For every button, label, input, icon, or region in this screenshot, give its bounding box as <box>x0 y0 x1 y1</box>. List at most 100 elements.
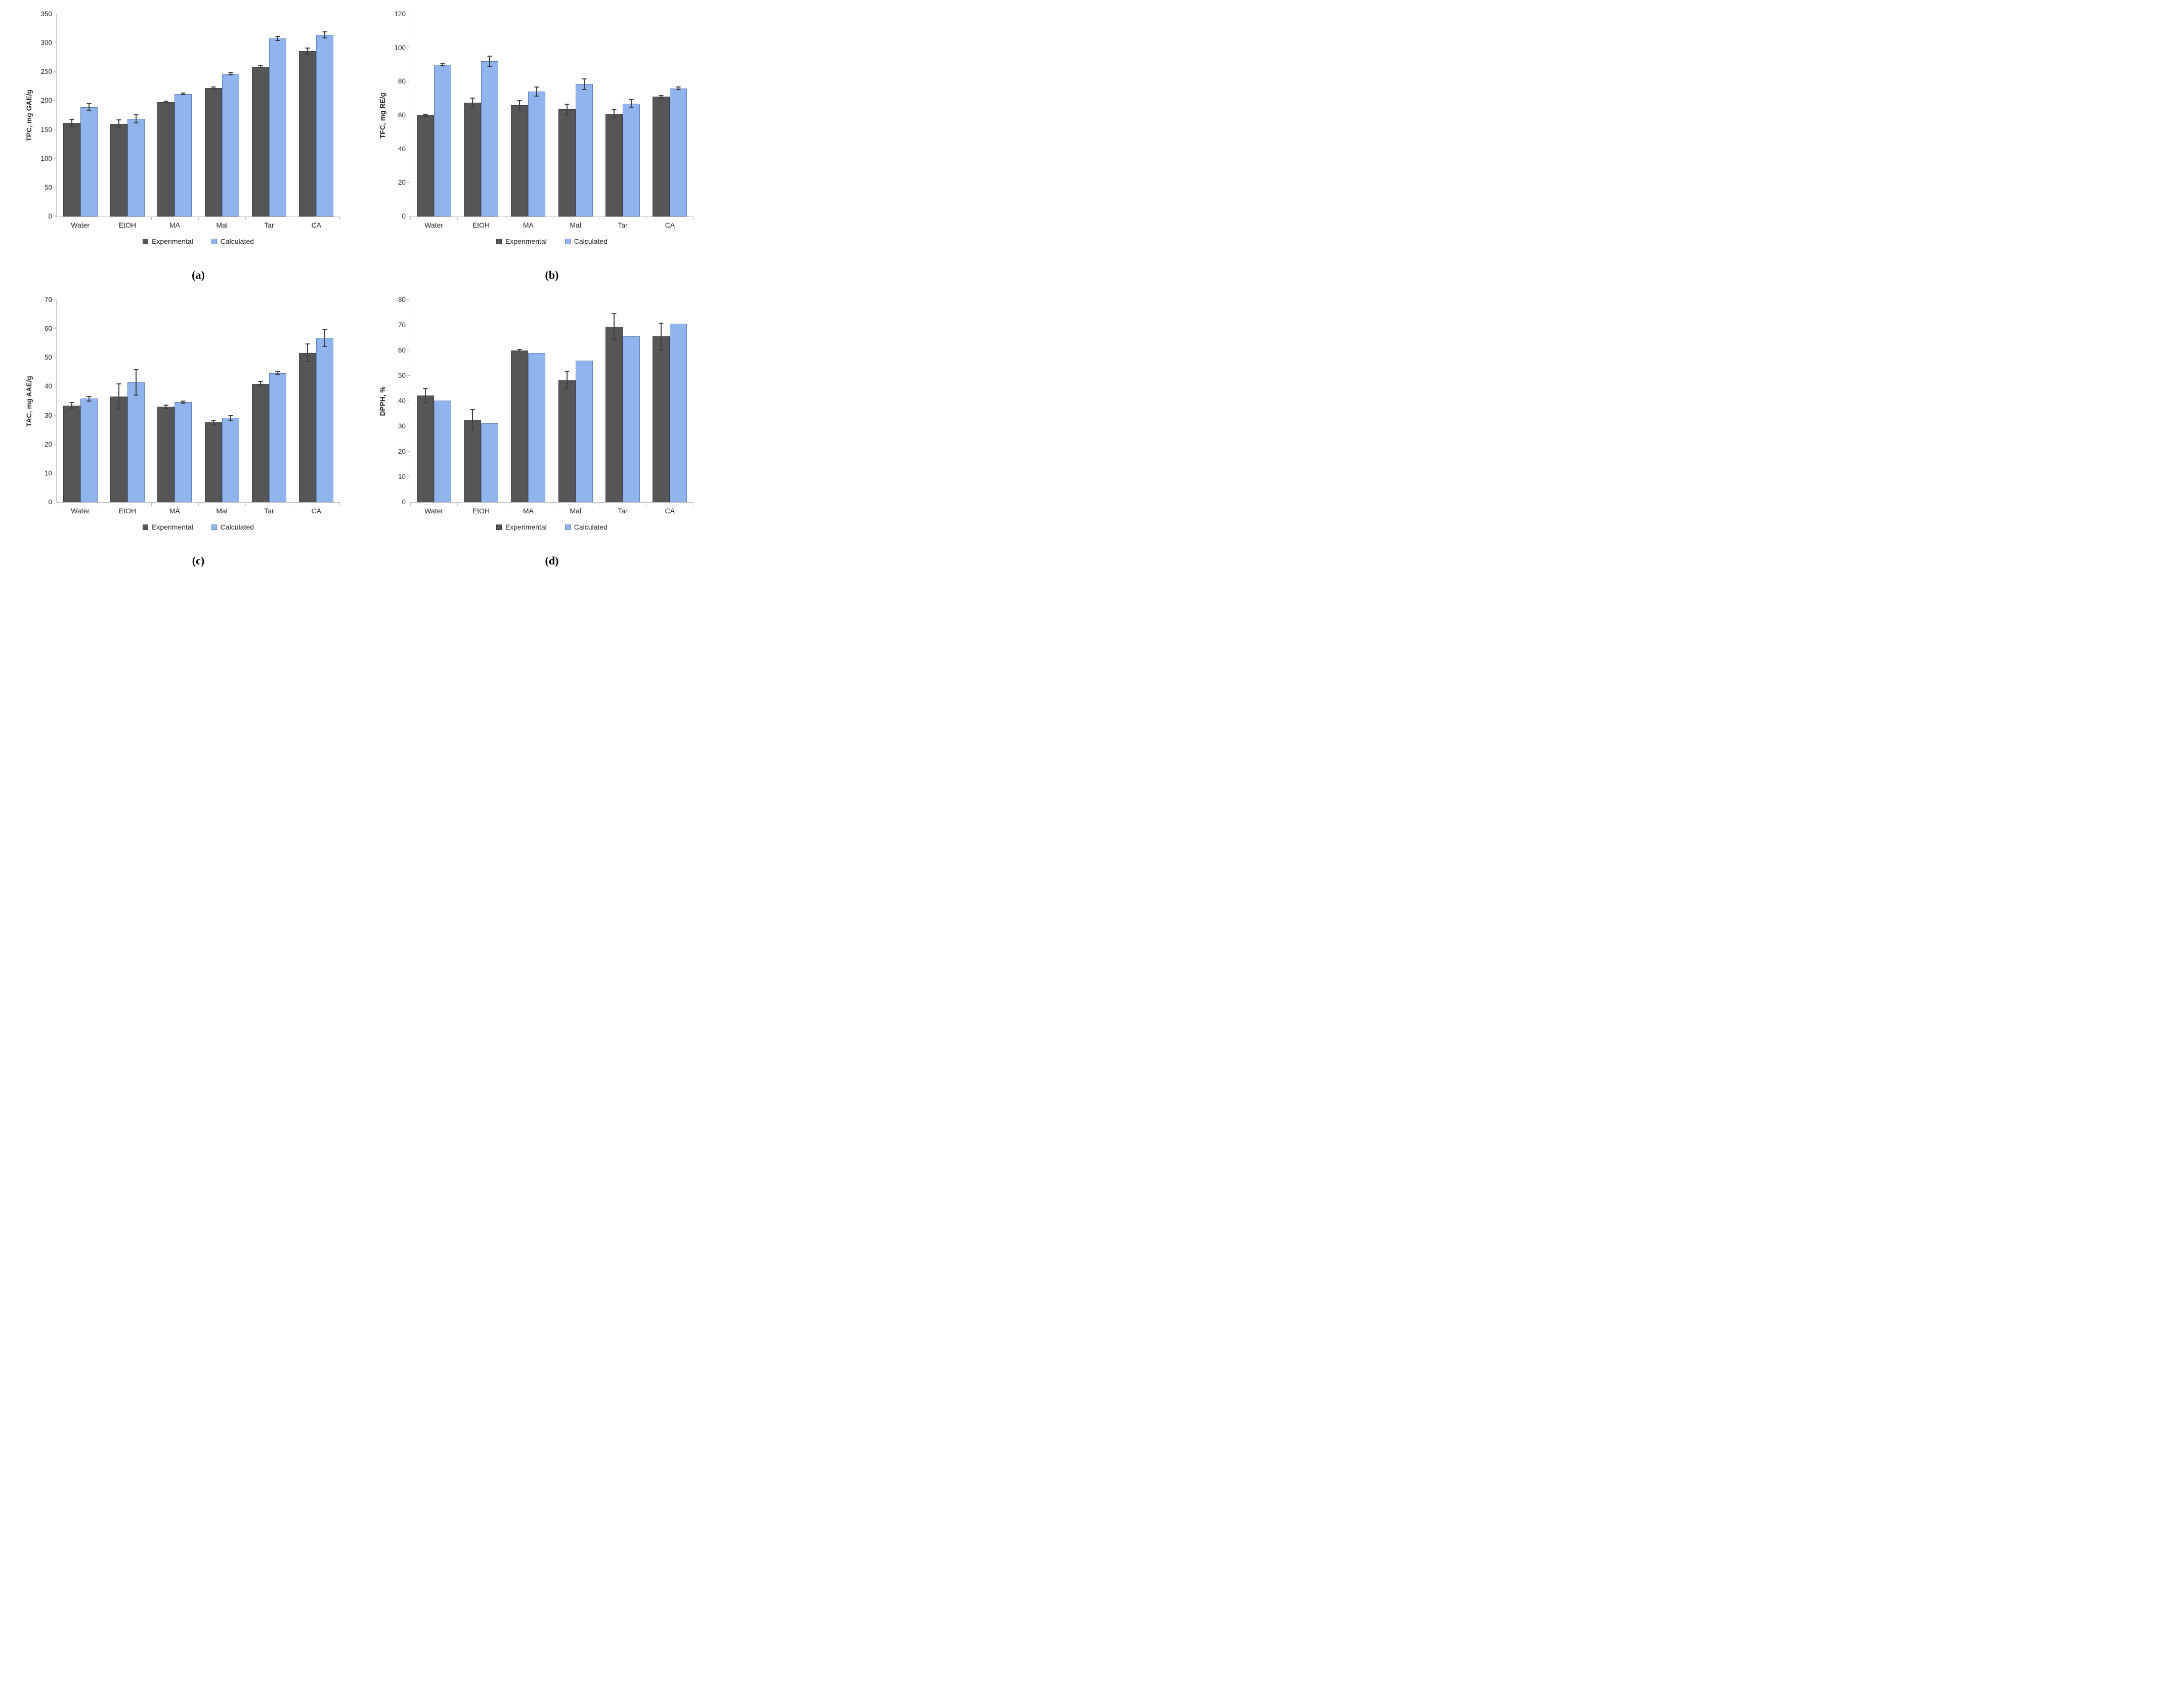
y-tick-mark <box>407 476 410 477</box>
bar-calculated-tar <box>269 38 286 216</box>
error-cap-top <box>423 113 428 115</box>
error-bar-experimental-tar <box>258 65 263 69</box>
x-tick-mark <box>339 217 340 220</box>
error-cap-bottom <box>228 419 233 421</box>
bar-calculated-water <box>434 400 451 502</box>
x-category-label: MA <box>523 507 534 515</box>
legend-label-experimental: Experimental <box>152 237 193 245</box>
error-cap-top <box>275 371 280 372</box>
x-category-label: CA <box>665 221 675 229</box>
legend-item-calculated: Calculated <box>565 523 608 531</box>
bar-experimental-ca <box>653 97 670 216</box>
error-bar-calculated-ma <box>534 86 539 97</box>
chart-panel-d: DPPH, % 0 10 20 30 40 50 60 70 80 Water EtOH MA Mal… <box>378 293 694 567</box>
legend-item-experimental: Experimental <box>143 237 193 245</box>
error-cap-top <box>565 371 570 372</box>
legend-label-calculated: Calculated <box>220 237 254 245</box>
chart-panel-b: TFC, mg RE/g 0 20 40 60 80 100 120 Water EtOH MA… <box>378 7 694 282</box>
error-bar-calculated-mal <box>228 415 233 421</box>
y-tick-label: 60 <box>398 111 406 119</box>
plot-area <box>407 299 694 506</box>
y-axis-title-column: TAC, mg AAE/g <box>24 300 34 502</box>
experimental-swatch-icon <box>496 238 502 244</box>
y-axis-title-column: TFC, mg RE/g <box>378 14 387 216</box>
calculated-swatch-icon <box>565 524 571 530</box>
legend-label-experimental: Experimental <box>505 237 547 245</box>
y-tick-label: 50 <box>44 183 52 191</box>
y-tick-label: 60 <box>44 325 52 333</box>
panel-caption-a: (a) <box>192 269 205 281</box>
y-tick-label: 20 <box>44 440 52 448</box>
y-tick-label: 40 <box>44 382 52 390</box>
y-tick-mark <box>407 299 410 300</box>
bar-experimental-ma <box>157 102 175 216</box>
error-cap-top <box>487 55 492 57</box>
error-bar-calculated-etoh <box>134 369 139 396</box>
error-bar-calculated-water <box>86 396 92 402</box>
bar-experimental-ca <box>299 353 317 502</box>
y-tick-mark <box>54 100 57 101</box>
error-cap-top <box>565 103 570 105</box>
x-category-label: MA <box>169 221 180 229</box>
error-bar-experimental-mal <box>565 103 570 115</box>
panel-caption-c: (c) <box>192 554 205 567</box>
legend-label-experimental: Experimental <box>505 523 547 531</box>
y-axis-title-column: DPPH, % <box>378 300 387 502</box>
error-bar-calculated-ma <box>181 400 186 404</box>
bar-calculated-tar <box>623 336 640 502</box>
y-tick-mark <box>407 182 410 183</box>
y-tick-label: 200 <box>40 97 52 105</box>
experimental-swatch-icon <box>143 238 149 244</box>
below-plot: Water EtOH MA Mal Tar CA Experimental Calcula… <box>410 221 694 282</box>
y-tick-mark <box>54 328 57 329</box>
error-cap-bottom <box>582 89 587 90</box>
legend-label-calculated: Calculated <box>220 523 254 531</box>
bar-calculated-ca <box>670 88 687 216</box>
bar-calculated-ma <box>175 94 192 216</box>
error-cap-top <box>534 86 539 88</box>
error-cap-bottom <box>258 67 263 69</box>
y-tick-label: 100 <box>40 154 52 162</box>
bar-experimental-tar <box>252 383 269 502</box>
x-category-label: Tar <box>618 221 628 229</box>
error-bar-experimental-etoh <box>116 383 121 411</box>
error-bar-experimental-mal <box>565 371 570 389</box>
legend: Experimental Calculated <box>410 523 694 531</box>
y-tick-mark <box>54 71 57 72</box>
error-cap-top <box>612 313 617 314</box>
error-bar-experimental-water <box>423 388 428 403</box>
x-category-label: Mal <box>216 507 228 515</box>
legend-label-calculated: Calculated <box>574 237 608 245</box>
error-bar-calculated-ca <box>676 86 681 90</box>
y-tick-mark <box>54 415 57 416</box>
y-axis: 0 50 100 150 200 250 300 350 <box>34 10 56 220</box>
bar-calculated-water <box>80 399 98 502</box>
error-cap-top <box>322 31 327 33</box>
x-category-label: Water <box>71 221 90 229</box>
x-category-label: CA <box>311 221 322 229</box>
y-tick-label: 300 <box>40 39 52 47</box>
calculated-swatch-icon <box>211 238 217 244</box>
legend-label-calculated: Calculated <box>574 523 608 531</box>
y-tick-label: 80 <box>398 296 406 303</box>
error-cap-bottom <box>258 385 263 387</box>
error-cap-top <box>228 72 233 73</box>
error-bar-experimental-ca <box>305 343 310 362</box>
y-tick-label: 70 <box>44 296 52 303</box>
error-bar-calculated-ca <box>322 329 327 347</box>
y-tick-label: 150 <box>40 125 52 134</box>
x-category-label: Water <box>424 221 444 229</box>
below-plot: Water EtOH MA Mal Tar CA Experimental Calcula… <box>57 507 340 567</box>
y-tick-label: 120 <box>394 10 406 18</box>
error-cap-bottom <box>134 122 139 123</box>
error-cap-top <box>322 329 327 331</box>
error-bar-experimental-etoh <box>470 409 475 430</box>
x-tick-mark <box>693 217 694 220</box>
error-bar-experimental-ca <box>659 322 664 351</box>
legend-item-experimental: Experimental <box>496 237 547 245</box>
chart-area-tfc: TFC, mg RE/g 0 20 40 60 80 100 120 <box>378 7 694 220</box>
error-cap-bottom <box>163 102 168 103</box>
error-cap-bottom <box>181 94 186 95</box>
error-cap-bottom <box>86 110 92 111</box>
bar-calculated-ca <box>670 323 687 502</box>
